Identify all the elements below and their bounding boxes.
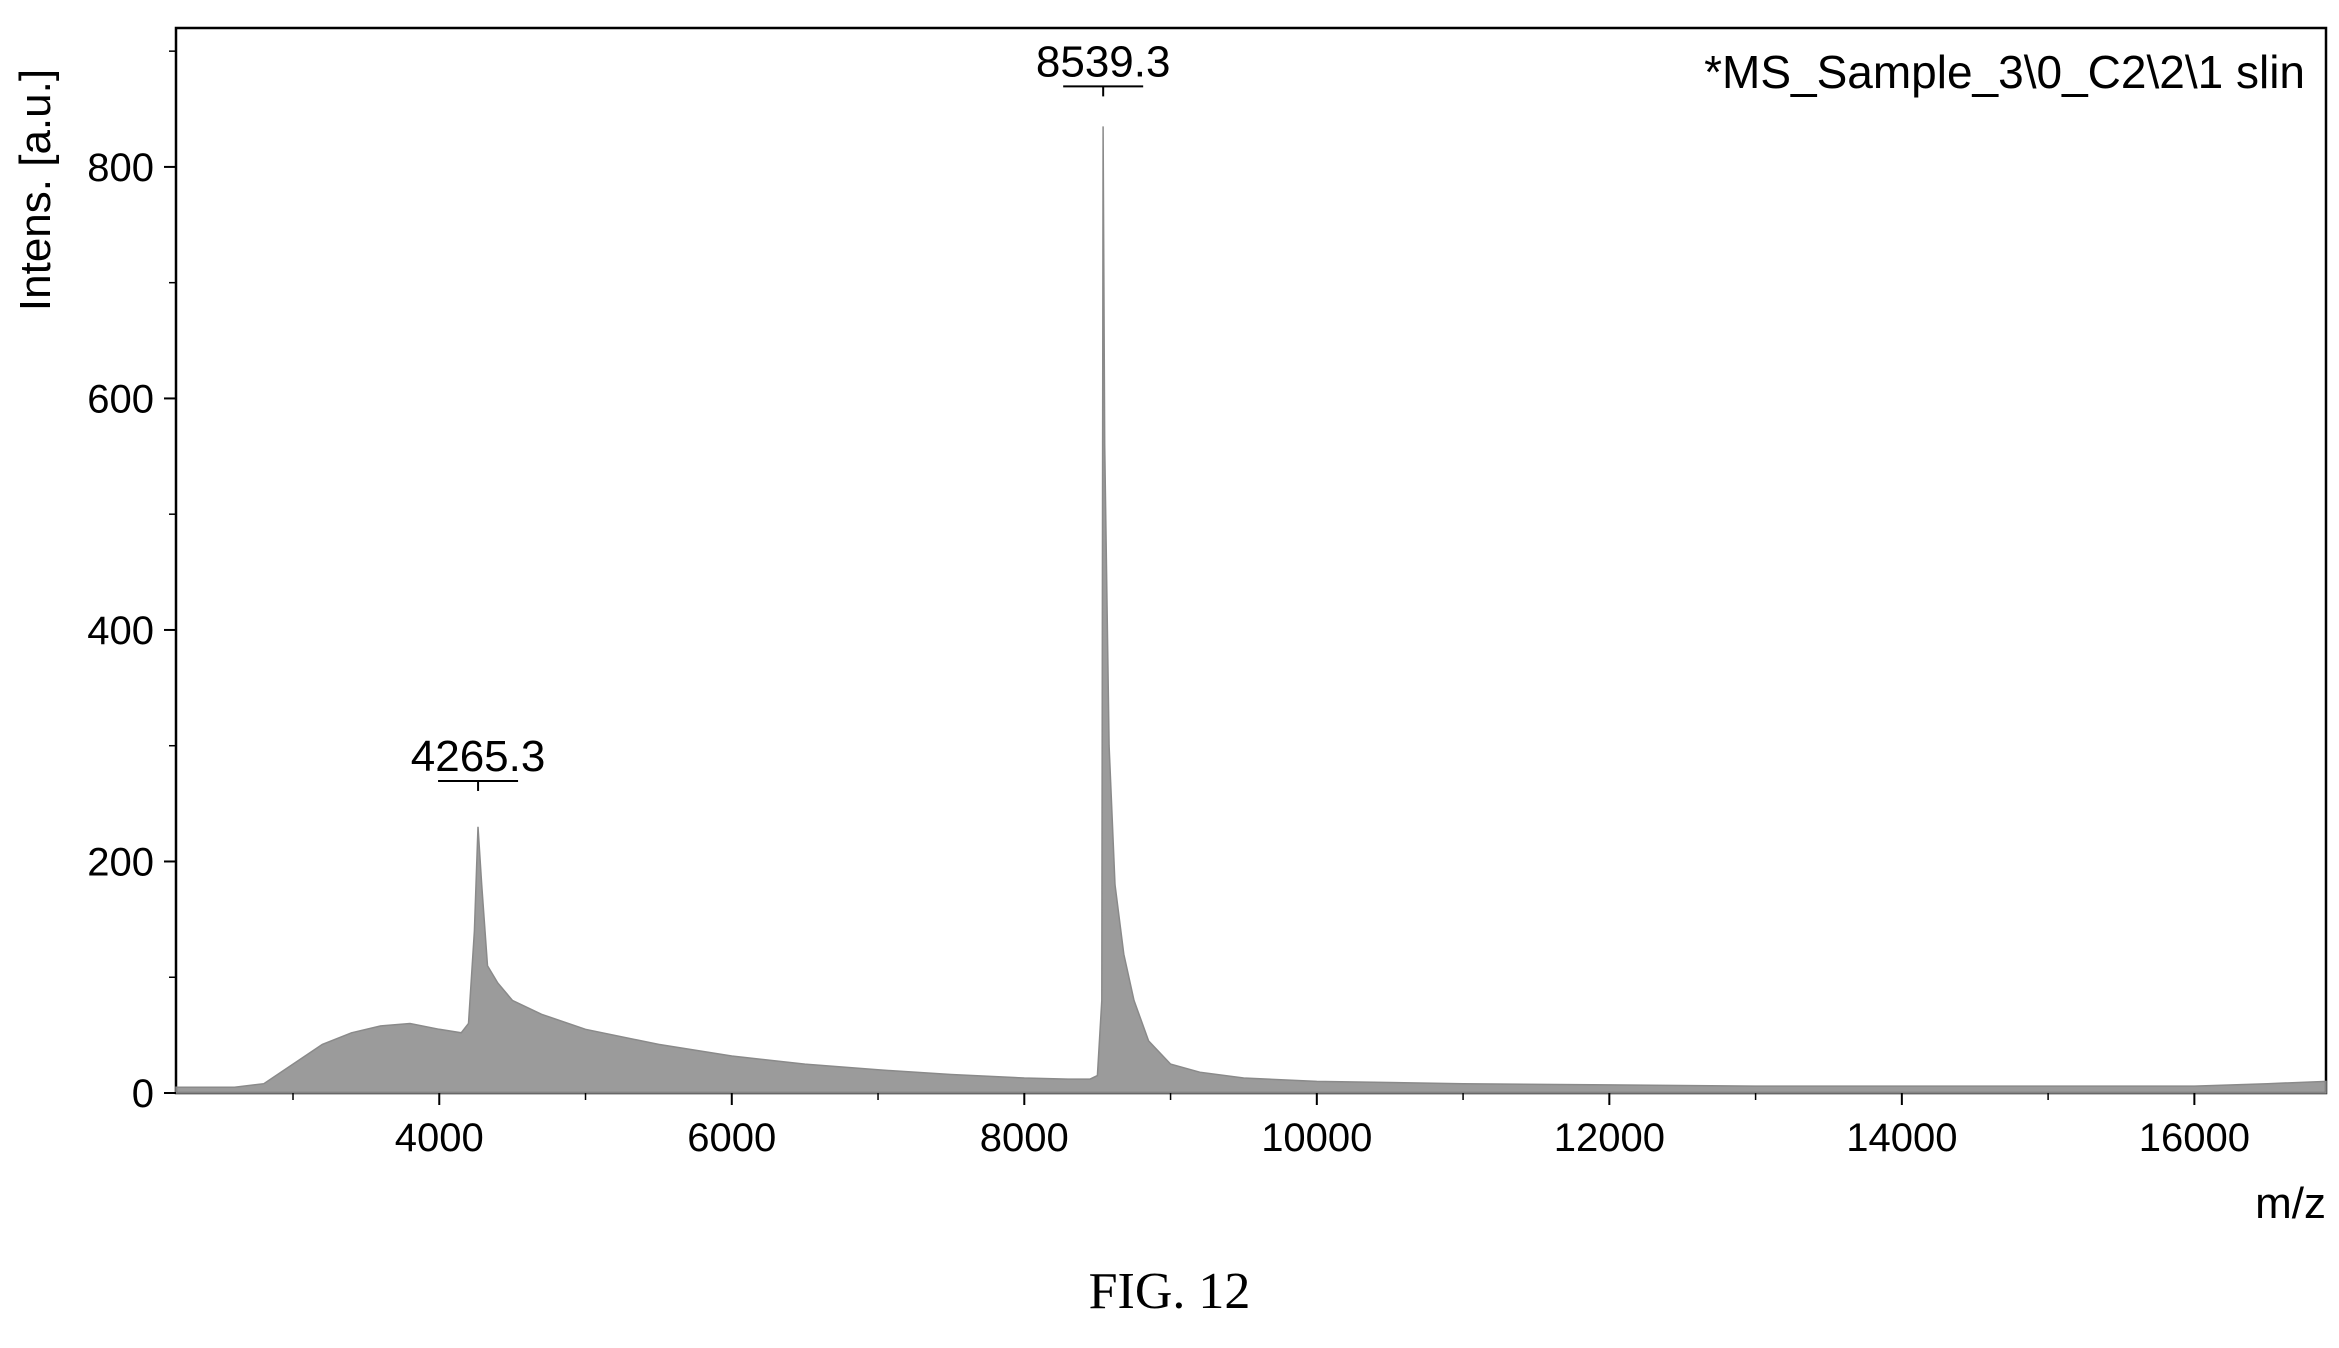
- x-tick-label: 6000: [687, 1116, 776, 1160]
- x-tick-label: 10000: [1261, 1116, 1372, 1160]
- y-tick-label: 200: [87, 840, 154, 884]
- y-axis: 0 200 400 600 800: [87, 50, 176, 1116]
- x-axis-title: m/z: [2255, 1179, 2326, 1228]
- peak-label: 4265.3: [411, 732, 546, 781]
- y-axis-title: Intens. [a.u.]: [11, 69, 60, 311]
- figure-caption: FIG. 12: [1088, 1263, 1251, 1320]
- y-tick-label: 600: [87, 377, 154, 421]
- x-tick-label: 4000: [395, 1116, 484, 1160]
- plot-area-frame: [174, 26, 2328, 1095]
- spectrum-layer: [175, 126, 2327, 1094]
- x-tick-label: 14000: [1846, 1116, 1957, 1160]
- sample-label: *MS_Sample_3\0_C2\2\1 slin: [1704, 46, 2305, 98]
- y-tick-label: 0: [132, 1072, 154, 1116]
- x-tick-label: 8000: [980, 1116, 1069, 1160]
- x-tick-label: 16000: [2139, 1116, 2250, 1160]
- peak-annotations: 4265.3 8539.3: [411, 37, 1171, 791]
- x-tick-label: 12000: [1554, 1116, 1665, 1160]
- x-axis: 4000 6000 8000 10000 12000 14000 16000: [292, 1093, 2250, 1160]
- y-tick-label: 400: [87, 609, 154, 653]
- spectrum-trace: [175, 126, 2327, 1094]
- peak-label: 8539.3: [1036, 37, 1171, 86]
- y-tick-label: 800: [87, 146, 154, 190]
